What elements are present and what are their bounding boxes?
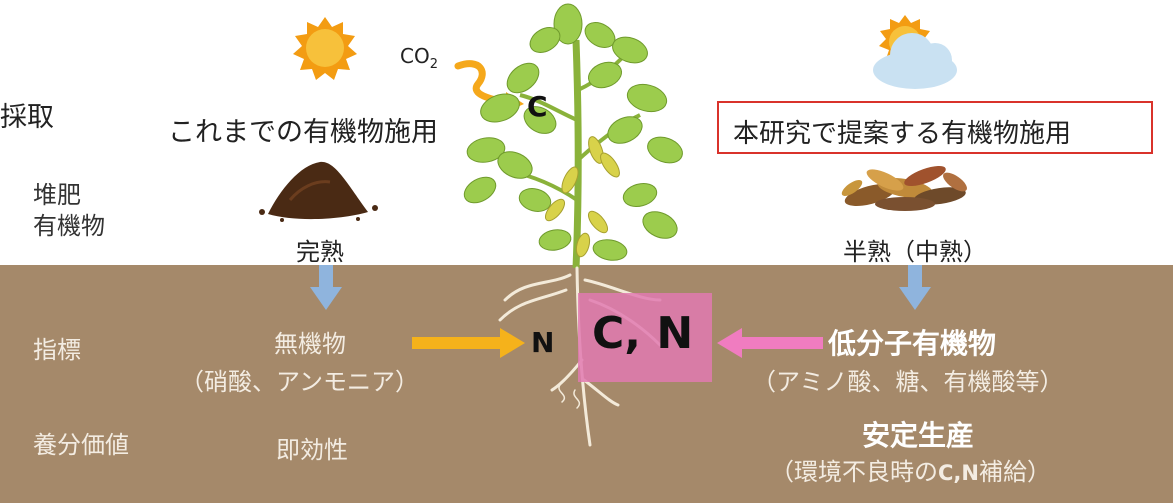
row-label-indicator: 指標: [33, 336, 81, 364]
nutrient-proposal-main: 安定生産: [862, 419, 975, 452]
proposal-box: [717, 101, 1153, 154]
sun-cloud-icon: [873, 15, 957, 89]
row-label-nutrient-value: 養分価値: [33, 431, 129, 459]
leaf-litter-icon: [841, 166, 967, 211]
down-arrow-right: [899, 265, 931, 310]
conventional-title: これまでの有機物施用: [168, 117, 438, 148]
indicator-proposal-main: 低分子有機物: [828, 327, 997, 360]
down-arrow-left: [310, 265, 342, 310]
indicator-proposal-sub: （アミノ酸、糖、有機酸等）: [752, 368, 1064, 396]
co2-subscript: 2: [429, 57, 438, 72]
row-label-material: 堆肥 有機物: [33, 181, 105, 240]
nutrient-proposal-sub-cn: C,N: [938, 461, 979, 485]
pink-arrow-left: [717, 328, 823, 358]
left-partial-label: 採取: [0, 102, 54, 133]
nutrient-proposal-sub-prefix: （環境不良時の: [770, 458, 938, 486]
indicator-conventional-main: 無機物: [274, 330, 346, 358]
maturity-conventional: 完熟: [296, 238, 344, 266]
soybean-plant: [463, 3, 683, 269]
maturity-proposal: 半熟（中熟）: [843, 238, 987, 266]
indicator-conventional-sub: （硝酸、アンモニア）: [180, 368, 420, 396]
nutrient-proposal-sub: （環境不良時のC,N補給）: [770, 452, 1051, 487]
proposal-title: 本研究で提案する有機物施用: [733, 119, 1072, 149]
co2-label: CO2: [400, 44, 438, 72]
sun-icon-left: [293, 17, 357, 80]
nutrient-conventional: 即効性: [276, 436, 348, 464]
root-label-n: N: [531, 326, 555, 359]
nutrient-proposal-sub-suffix: 補給）: [978, 458, 1051, 486]
cn-highlight-box: [578, 293, 712, 382]
carbon-label: C: [527, 90, 548, 123]
co2-main: CO: [400, 44, 430, 68]
orange-arrow-right: [412, 328, 525, 358]
compost-pile-icon: [259, 161, 378, 222]
root-label-cn: C, N: [592, 308, 694, 359]
